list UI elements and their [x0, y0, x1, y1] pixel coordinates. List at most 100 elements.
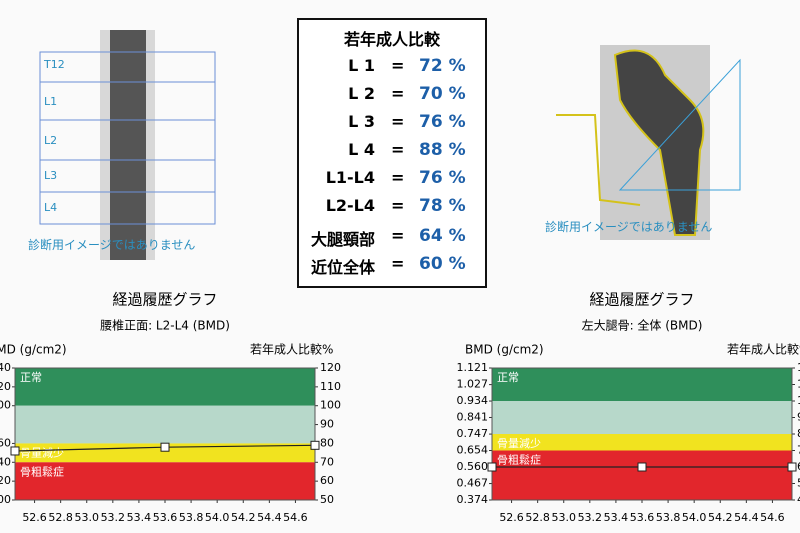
- row-sign: =: [391, 84, 405, 103]
- x-tick-label: 53.6: [630, 511, 655, 524]
- zone: [492, 401, 792, 434]
- comparison-row: L 3 = 76 %: [299, 112, 485, 138]
- y2-tick-label: 110: [797, 378, 800, 391]
- femur: [613, 49, 705, 236]
- y2-tick-label: 120: [320, 361, 341, 374]
- row-label: L 2: [348, 84, 375, 103]
- x-tick-label: 54.0: [682, 511, 707, 524]
- y-tick-label: 0.934: [457, 394, 489, 407]
- row-label: L2-L4: [325, 196, 375, 215]
- row-label: L 1: [348, 56, 375, 75]
- spine-grid: [39, 51, 216, 225]
- y-tick-label: 0.840: [0, 455, 11, 468]
- vertebra-label: L1: [44, 95, 58, 108]
- zone-label: 正常: [497, 371, 519, 384]
- x-tick-label: 52.8: [525, 511, 550, 524]
- comparison-row: 大腿頸部 = 64 %: [299, 226, 485, 252]
- comparison-row: L 4 = 88 %: [299, 140, 485, 166]
- row-sign: =: [391, 56, 405, 75]
- row-value: 60 %: [419, 254, 466, 274]
- zone: [15, 368, 315, 406]
- y-tick-label: 1.027: [457, 378, 489, 391]
- zone-label: 正常: [20, 371, 42, 384]
- y-tick-label: 0.467: [457, 477, 489, 490]
- x-tick-label: 54.6: [283, 511, 308, 524]
- chart-subtitle: 左大腿骨: 全体 (BMD): [582, 318, 703, 333]
- caption: 診断用イメージではありません: [28, 238, 196, 252]
- zone: [492, 450, 792, 500]
- y2-tick-label: 80: [320, 436, 334, 449]
- row-value: 64 %: [419, 226, 466, 246]
- x-tick-label: 52.6: [22, 511, 47, 524]
- y-tick-label: 0.654: [457, 444, 489, 457]
- x-tick-label: 53.2: [578, 511, 603, 524]
- x-tick-label: 53.6: [153, 511, 178, 524]
- y2-tick-label: 70: [797, 444, 800, 457]
- zone-label: 骨量減少: [497, 436, 541, 450]
- y2-tick-label: 120: [797, 361, 800, 374]
- data-point: [310, 440, 320, 450]
- y2-tick-label: 110: [320, 380, 341, 393]
- y2-tick-label: 50: [797, 477, 800, 490]
- roi: [618, 58, 741, 191]
- row-sign: =: [391, 196, 405, 215]
- vertebra-label: T12: [44, 58, 65, 71]
- zone-label: 骨粗鬆症: [497, 453, 541, 467]
- row-value: 70 %: [419, 84, 466, 104]
- row-sign: =: [391, 140, 405, 159]
- spine: [110, 30, 146, 260]
- y-tick-label: 0.560: [457, 460, 489, 473]
- vertebra-label: L4: [44, 201, 58, 214]
- y-tick-label: 0.841: [457, 410, 489, 423]
- row-value: 76 %: [419, 112, 466, 132]
- chart-subtitle: 腰椎正面: L2-L4 (BMD): [100, 318, 230, 333]
- row-label: 大腿頸部: [310, 230, 375, 249]
- zone: [492, 368, 792, 401]
- y2-tick-label: 100: [320, 399, 341, 412]
- x-tick-label: 52.6: [499, 511, 524, 524]
- row-label: L 3: [348, 112, 375, 131]
- y-axis-label: BMD (g/cm2): [0, 343, 67, 357]
- hip-outline: [556, 114, 641, 206]
- comparison-title: 若年成人比較: [343, 30, 440, 49]
- x-tick-label: 53.4: [604, 511, 629, 524]
- comparison-row: L 2 = 70 %: [299, 84, 485, 110]
- caption: 診断用イメージではありません: [545, 220, 713, 234]
- zone: [15, 405, 315, 444]
- y2-tick-label: 60: [797, 460, 800, 473]
- y-tick-label: 0.374: [457, 493, 489, 506]
- y2-axis-label: 若年成人比較%: [727, 342, 800, 357]
- zone: [492, 434, 792, 451]
- y-axis-label: BMD (g/cm2): [465, 343, 544, 357]
- x-tick-label: 54.2: [231, 511, 256, 524]
- row-sign: =: [391, 226, 405, 245]
- y2-tick-label: 80: [797, 427, 800, 440]
- comparison-row: L1-L4 = 76 %: [299, 168, 485, 194]
- y2-axis-label: 若年成人比較%: [250, 342, 333, 357]
- data-point: [10, 446, 20, 456]
- row-sign: =: [391, 112, 405, 131]
- y-tick-label: 0.720: [0, 474, 11, 487]
- plot-frame: [14, 367, 316, 501]
- row-sign: =: [391, 254, 405, 273]
- x-tick-label: 53.4: [127, 511, 152, 524]
- row-sign: =: [391, 168, 405, 187]
- row-label: L1-L4: [325, 168, 375, 187]
- y-tick-label: 1.320: [0, 380, 11, 393]
- comparison-box: 若年成人比較 L 1 = 72 % L 2 = 70 % L 3 = 76 % L 4 = 88 % L…: [297, 18, 487, 288]
- row-label: 近位全体: [310, 258, 375, 277]
- x-tick-label: 54.6: [760, 511, 785, 524]
- x-tick-label: 53.8: [179, 511, 204, 524]
- x-tick-label: 53.8: [656, 511, 681, 524]
- x-tick-label: 52.8: [48, 511, 73, 524]
- y2-tick-label: 70: [320, 455, 334, 468]
- x-tick-label: 53.0: [74, 511, 99, 524]
- vertebra-label: L3: [44, 169, 58, 182]
- y2-tick-label: 90: [797, 411, 800, 424]
- row-value: 88 %: [419, 140, 466, 160]
- y-tick-label: 1.121: [457, 361, 489, 374]
- y2-tick-label: 50: [320, 493, 334, 506]
